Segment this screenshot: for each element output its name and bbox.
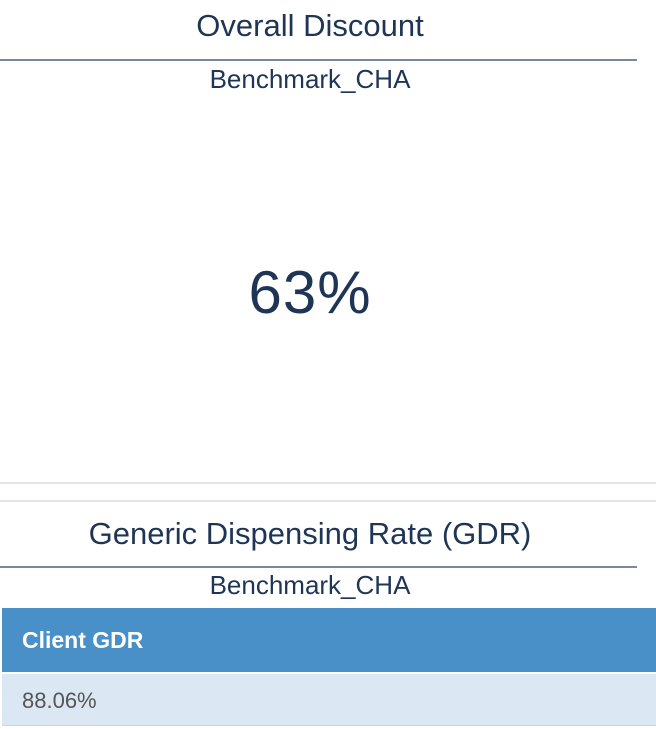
title-underline xyxy=(0,566,637,568)
table-cell-client-gdr: 88.06% xyxy=(22,688,97,713)
overall-discount-value: 63% xyxy=(248,259,372,326)
table-header-client-gdr[interactable]: Client GDR xyxy=(2,608,656,672)
table-row: 88.06% xyxy=(2,672,656,726)
overall-discount-title: Overall Discount xyxy=(196,8,424,43)
overall-discount-benchmark-label: Benchmark_CHA xyxy=(209,64,411,94)
panel-divider xyxy=(0,500,656,502)
gdr-title: Generic Dispensing Rate (GDR) xyxy=(88,516,532,551)
panel-divider xyxy=(0,482,656,484)
gdr-table: Client GDR 88.06% xyxy=(2,608,656,726)
title-underline xyxy=(0,59,637,61)
gdr-benchmark-label: Benchmark_CHA xyxy=(209,570,411,600)
